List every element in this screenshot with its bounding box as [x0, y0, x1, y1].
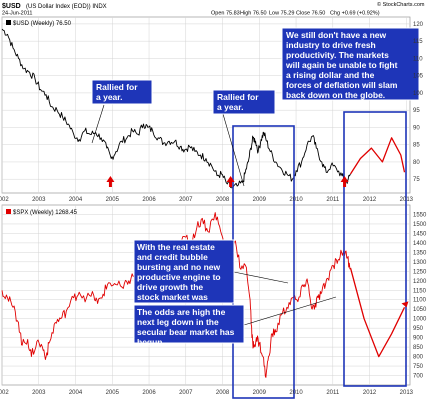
bottom-y-tick-label: 1100	[413, 298, 427, 304]
spx-series	[1, 212, 406, 378]
bottom-x-tick-label: 2010	[289, 390, 303, 396]
top-legend-swatch	[6, 20, 11, 25]
callout-dollar-outlook-text: We still don't have a new industry to dri…	[285, 30, 398, 100]
bottom-x-tick-label: 2011	[326, 390, 340, 396]
buy-markers	[106, 176, 409, 308]
bottom-y-tick-label: 1200	[413, 279, 427, 285]
top-y-tick-label: 100	[413, 91, 424, 97]
bottom-x-tick-label: 2005	[106, 390, 120, 396]
top-y-tick-label: 90	[413, 125, 420, 131]
change-label: Chg +0.69 (+0.92%)	[330, 11, 380, 17]
projection-arrowhead-icon	[401, 301, 409, 308]
bottom-y-tick-label: 950	[413, 326, 424, 332]
up-arrow-icon	[226, 176, 235, 187]
bottom-legend-swatch	[6, 209, 11, 214]
bottom-legend-label: $SPX (Weekly) 1268.45	[13, 210, 78, 216]
projection-line	[349, 267, 406, 358]
bottom-x-tick-label: 2006	[142, 390, 156, 396]
bottom-y-axis: 700 750 800 850 900 950 1000 1050 1100 1150 1200 12…	[413, 212, 427, 379]
source-label: © StockCharts.com	[377, 1, 425, 8]
high-label: High 76.50	[240, 11, 267, 17]
bottom-y-tick-label: 1250	[413, 269, 427, 275]
open-label: Open 75.83	[211, 11, 240, 17]
top-y-tick-label: 80	[413, 160, 420, 166]
top-x-tick-label: 2009	[253, 197, 267, 203]
bottom-y-tick-label: 750	[413, 364, 424, 370]
top-y-tick-label: 95	[413, 108, 420, 114]
top-y-tick-label: 110	[413, 56, 423, 62]
projection-line	[349, 137, 406, 175]
bottom-y-tick-label: 1450	[413, 231, 427, 237]
up-arrow-icon	[106, 176, 115, 187]
top-x-tick-label: 2003	[32, 197, 46, 203]
bottom-x-tick-label: 2004	[69, 390, 83, 396]
projection-highlight-box	[343, 111, 407, 387]
bottom-x-tick-label: 2013	[400, 390, 414, 396]
close-label: Close 76.50	[296, 11, 325, 17]
top-y-axis: 75 80 85 90 95 100 105 110 115 120	[413, 22, 424, 183]
top-x-tick-label: 2011	[326, 197, 340, 203]
callout-dollar-outlook: We still don't have a new industry to dri…	[281, 27, 420, 101]
top-x-tick-label: 2012	[363, 197, 377, 203]
bottom-x-tick-label: 2012	[363, 390, 377, 396]
top-x-tick-label: 2007	[179, 197, 193, 203]
bottom-x-tick-label: 2008	[216, 390, 230, 396]
bottom-y-tick-label: 850	[413, 345, 424, 351]
date-label: 24-Jun-2011	[2, 11, 32, 17]
top-x-tick-label: 2013	[400, 197, 414, 203]
top-x-tick-label: 2008	[216, 197, 230, 203]
low-label: Low 75.29	[269, 11, 294, 17]
bottom-y-tick-label: 1550	[413, 212, 427, 218]
bottom-legend: $SPX (Weekly) 1268.45	[6, 209, 78, 216]
top-y-tick-label: 75	[413, 177, 420, 183]
bottom-y-tick-label: 1150	[413, 288, 427, 294]
top-x-tick-label: 2010	[289, 197, 303, 203]
top-x-tick-label: 2006	[142, 197, 156, 203]
top-x-tick-label: 2004	[69, 197, 83, 203]
price-line	[1, 212, 351, 378]
bottom-y-tick-label: 700	[413, 374, 424, 380]
bottom-y-tick-label: 1000	[413, 317, 427, 323]
bottom-y-tick-label: 900	[413, 336, 424, 342]
top-y-tick-label: 120	[413, 22, 424, 28]
bottom-x-tick-label: 2003	[32, 390, 46, 396]
top-x-tick-label: 2005	[106, 197, 120, 203]
bottom-y-tick-label: 800	[413, 355, 424, 361]
index-title: (US Dollar Index (EOD)) INDX	[26, 4, 107, 10]
top-legend: $USD (Weekly) 76.50	[6, 20, 72, 27]
bottom-y-tick-label: 1500	[413, 222, 427, 228]
bottom-x-tick-label: 2009	[253, 390, 267, 396]
callout-rallied-1-text: Rallied for a year.	[96, 82, 138, 102]
bottom-y-tick-label: 1350	[413, 250, 427, 256]
callout-rallied-1: Rallied for a year.	[91, 79, 153, 144]
top-y-tick-label: 115	[413, 39, 423, 45]
top-y-tick-label: 105	[413, 74, 424, 80]
callout-bear-market: The odds are high the next leg down in th…	[133, 296, 337, 347]
symbol-label: $USD	[2, 3, 21, 10]
callout-rallied-2: Rallied for a year.	[212, 89, 276, 187]
bottom-y-tick-label: 1050	[413, 307, 427, 313]
price-line	[1, 28, 351, 189]
top-y-tick-label: 85	[413, 143, 420, 149]
usd-series	[1, 28, 406, 189]
up-arrow-icon	[340, 176, 349, 187]
bottom-y-tick-label: 1300	[413, 260, 427, 266]
callout-bear-market-text: The odds are high the next leg down in th…	[137, 307, 235, 347]
bottom-x-tick-label: 2007	[179, 390, 193, 396]
top-legend-label: $USD (Weekly) 76.50	[13, 21, 72, 27]
callout-rallied-2-text: Rallied for a year.	[217, 92, 259, 112]
bottom-y-tick-label: 1400	[413, 241, 427, 247]
